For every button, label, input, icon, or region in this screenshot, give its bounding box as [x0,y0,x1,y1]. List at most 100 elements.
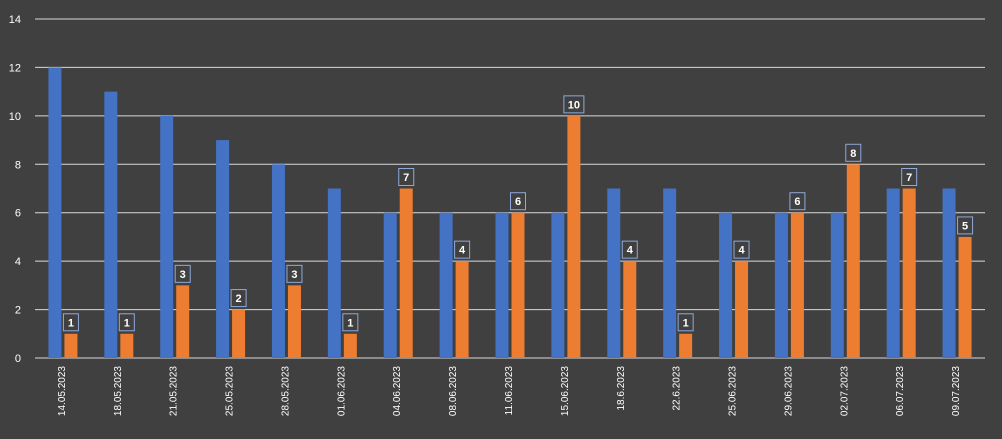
data-label-box [454,240,471,259]
bar [216,140,230,358]
x-tick-label: 29.06.2023 [783,366,794,416]
data-label: 10 [568,99,580,111]
x-tick-label: 06.07.2023 [895,366,906,416]
x-tick-label: 14.05.2023 [57,366,68,416]
data-label: 8 [850,148,856,160]
x-tick-label: 22.6.2023 [672,366,683,411]
x-tick-label: 25.06.2023 [728,366,739,416]
bars [48,67,972,359]
x-tick-label: 25.05.2023 [225,366,236,416]
bar [567,115,581,358]
data-label: 1 [68,317,74,329]
x-tick-label: 02.07.2023 [839,366,850,416]
bar [663,188,677,358]
data-label: 4 [738,245,745,257]
data-label-box [733,240,750,259]
data-label: 7 [906,172,912,184]
data-label: 2 [236,293,242,305]
data-label-box [677,313,694,332]
bar [958,236,972,358]
bar [104,91,118,359]
data-label-box [230,289,247,308]
x-tick-label: 21.05.2023 [169,366,180,416]
bar [902,188,916,358]
bar [176,285,190,358]
data-label: 1 [124,317,130,329]
bar [607,188,621,358]
data-label: 3 [180,269,186,281]
data-label-box [510,192,526,211]
data-label: 5 [962,220,968,232]
data-label: 1 [683,317,689,329]
data-label-box [398,168,415,186]
bar [399,188,413,358]
y-tick-label: 0 [15,353,21,365]
gridlines [35,18,985,359]
data-label: 4 [627,245,634,257]
x-tick-label: 18.6.2023 [616,366,627,411]
bar [679,333,693,358]
data-label: 6 [515,196,521,208]
bar [790,212,804,358]
x-tick-label: 15.06.2023 [560,366,571,416]
y-tick-label: 4 [15,256,21,268]
x-tick-label: 01.06.2023 [336,366,347,416]
data-label-box [957,216,974,235]
bar [551,212,565,358]
bar [774,212,788,358]
x-tick-label: 18.05.2023 [113,366,124,416]
y-axis-ticks: 0 2 4 6 8 10 12 14 [9,14,21,365]
x-axis-ticks: 14.05.2023 18.05.2023 21.05.2023 25.05.2023… [57,366,962,416]
bar [160,115,174,358]
y-tick-label: 8 [15,159,21,171]
bar [271,164,285,358]
bar [511,212,525,358]
data-label-box [789,192,806,211]
y-tick-label: 12 [9,62,21,74]
data-labels: 1 1 3 2 3 1 7 4 6 10 4 1 4 6 8 7 5 [62,95,974,332]
bar [942,188,956,358]
data-label-box [563,95,585,114]
bar [383,212,397,358]
data-label-box [118,313,135,332]
bar [719,212,733,358]
bar [439,212,453,358]
data-label-box [286,264,303,283]
bar [343,333,357,358]
y-tick-label: 6 [15,208,21,220]
data-label-box [845,143,862,162]
bar [846,164,860,358]
x-tick-label: 08.06.2023 [448,366,459,416]
data-label: 6 [794,196,800,208]
y-tick-label: 10 [9,111,21,123]
bar [735,261,749,358]
bar [495,212,509,358]
data-label-box [901,168,918,186]
data-label-box [62,313,79,332]
bar [327,188,341,358]
data-label-box [342,313,359,332]
x-tick-label: 04.06.2023 [392,366,403,416]
bar [120,333,134,358]
x-tick-label: 11.06.2023 [504,366,515,416]
bar [287,285,301,358]
bar [455,261,469,358]
x-tick-label: 28.05.2023 [280,366,291,416]
bar [64,333,78,358]
x-tick-label: 09.07.2023 [951,366,962,416]
data-label: 3 [291,269,297,281]
y-tick-label: 14 [9,14,21,26]
data-label: 1 [347,317,353,329]
data-label-box [621,240,638,259]
bar [886,188,900,358]
data-label: 4 [459,245,466,257]
data-label-box [174,264,191,283]
bar [232,309,246,358]
data-label: 7 [403,172,409,184]
bar [623,261,637,358]
y-tick-label: 2 [15,305,21,317]
bar [830,212,844,358]
bar [48,67,62,358]
